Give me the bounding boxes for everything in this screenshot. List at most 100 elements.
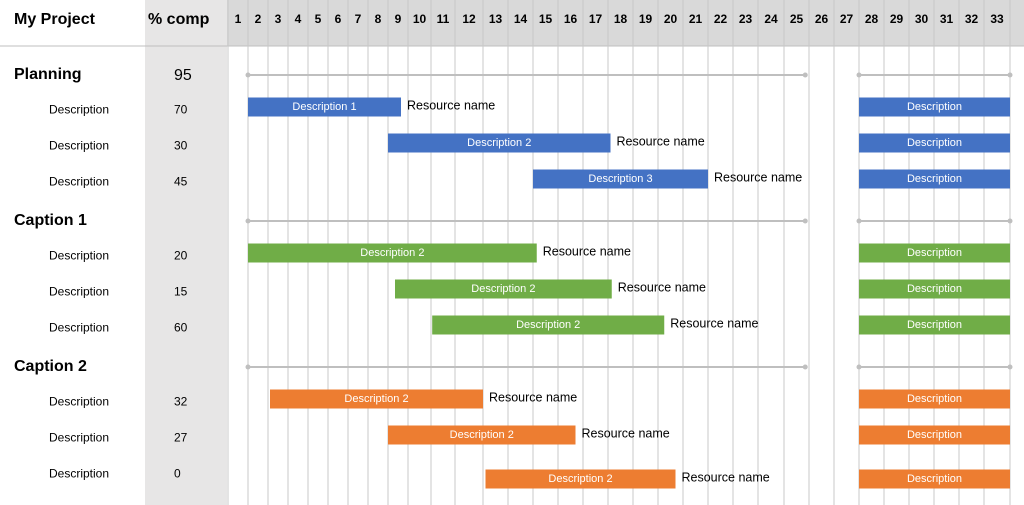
day-label: 4 (295, 12, 302, 26)
resource-name: Resource name (670, 316, 758, 330)
task-pct: 70 (174, 103, 188, 117)
summary-dot (856, 72, 862, 78)
day-label: 20 (664, 12, 678, 26)
day-label: 7 (355, 12, 362, 26)
day-label: 13 (489, 12, 503, 26)
day-label: 30 (915, 12, 929, 26)
summary-dot (856, 218, 862, 224)
day-label: 18 (614, 12, 628, 26)
task-bar (388, 425, 576, 445)
task-bar (248, 97, 401, 117)
task-label: Description (49, 139, 109, 153)
day-label: 12 (462, 12, 476, 26)
day-label: 32 (965, 12, 979, 26)
task-bar (859, 279, 1010, 299)
day-label: 8 (375, 12, 382, 26)
resource-name: Resource name (489, 390, 577, 404)
resource-name: Resource name (618, 280, 706, 294)
summary-dot (245, 218, 251, 224)
day-label: 26 (815, 12, 829, 26)
task-label: Description (49, 285, 109, 299)
day-label: 17 (589, 12, 603, 26)
task-label: Description (49, 321, 109, 335)
bar-label: Description 2 (360, 247, 424, 259)
summary-dot (245, 364, 251, 370)
task-pct: 27 (174, 431, 188, 445)
task-pct: 15 (174, 285, 188, 299)
task-pct: 45 (174, 175, 188, 189)
resource-name: Resource name (543, 244, 631, 258)
day-label: 23 (739, 12, 753, 26)
bar-label: Description 3 (588, 173, 652, 185)
header-left (0, 0, 145, 46)
task-bar (859, 425, 1010, 445)
resource-name: Resource name (682, 470, 770, 484)
day-label: 2 (255, 12, 262, 26)
bar-label: Description (907, 283, 962, 295)
task-pct: 60 (174, 321, 188, 335)
day-label: 28 (865, 12, 879, 26)
task-bar (859, 243, 1010, 263)
day-label: 22 (714, 12, 728, 26)
summary-dot (245, 72, 251, 78)
task-label: Description (49, 103, 109, 117)
day-label: 25 (790, 12, 804, 26)
pct-column (145, 0, 227, 505)
task-label: Description (49, 175, 109, 189)
task-bar (859, 389, 1010, 409)
day-label: 14 (514, 12, 528, 26)
bar-label: Description (907, 101, 962, 113)
bar-label: Description (907, 137, 962, 149)
task-pct: 30 (174, 139, 188, 153)
summary-dot (802, 72, 808, 78)
day-label: 3 (275, 12, 282, 26)
day-label: 11 (437, 12, 450, 26)
day-label: 10 (413, 12, 427, 26)
task-bar (248, 243, 537, 263)
bar-label: Description (907, 429, 962, 441)
summary-dot (1007, 218, 1013, 224)
group-name: Planning (14, 66, 82, 83)
group-pct: 95 (174, 67, 192, 84)
bar-label: Description 1 (292, 101, 356, 113)
day-label: 16 (564, 12, 578, 26)
group-name: Caption 1 (14, 212, 87, 229)
bar-label: Description (907, 247, 962, 259)
summary-dot (802, 218, 808, 224)
task-bar (270, 389, 483, 409)
day-label: 24 (764, 12, 778, 26)
task-bar (859, 169, 1010, 189)
pct-title: % comp (148, 11, 210, 28)
bar-label: Description (907, 473, 962, 485)
day-label: 1 (235, 12, 242, 26)
task-bar (859, 469, 1010, 489)
task-label: Description (49, 467, 109, 481)
bar-label: Description (907, 319, 962, 331)
task-bar (388, 133, 611, 153)
bar-label: Description 2 (450, 429, 514, 441)
bar-label: Description 2 (344, 393, 408, 405)
bar-label: Description (907, 393, 962, 405)
summary-dot (802, 364, 808, 370)
summary-dot (856, 364, 862, 370)
task-bar (859, 315, 1010, 335)
summary-dot (1007, 72, 1013, 78)
task-bar (395, 279, 612, 299)
task-bar (485, 469, 676, 489)
day-label: 5 (315, 12, 322, 26)
bar-label: Description 2 (467, 137, 531, 149)
resource-name: Resource name (407, 98, 495, 112)
task-label: Description (49, 431, 109, 445)
task-label: Description (49, 249, 109, 263)
day-label: 31 (940, 12, 954, 26)
task-label: Description (49, 395, 109, 409)
day-label: 33 (990, 12, 1004, 26)
bar-label: Description 2 (548, 473, 612, 485)
project-title: My Project (14, 11, 96, 28)
day-label: 19 (639, 12, 653, 26)
task-bar (533, 169, 708, 189)
task-bar (859, 97, 1010, 117)
day-label: 29 (890, 12, 904, 26)
day-label: 27 (840, 12, 854, 26)
